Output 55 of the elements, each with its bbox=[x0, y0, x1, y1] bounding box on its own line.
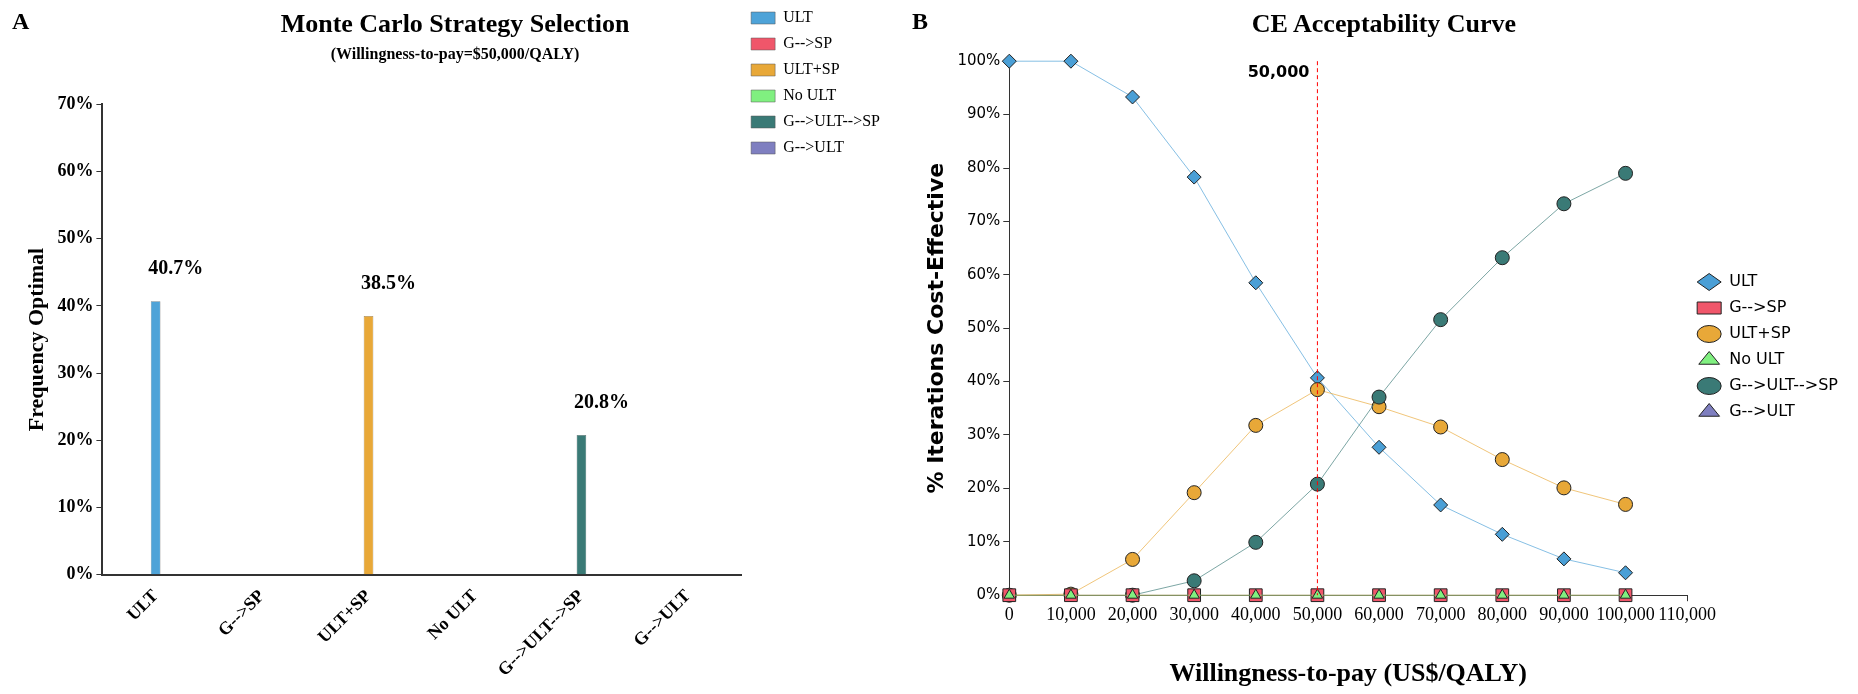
x-tick-label: 110,000 bbox=[1658, 603, 1717, 624]
y-tick-label: 50% bbox=[57, 227, 94, 248]
legend-label: ULT+SP bbox=[1729, 323, 1791, 343]
y-tick-label: 30% bbox=[57, 361, 94, 382]
y-tick-label: 30% bbox=[966, 424, 1001, 443]
x-tick-label: 60,000 bbox=[1354, 603, 1404, 624]
x-tick-label: 40,000 bbox=[1231, 603, 1281, 624]
y-axis-title: % Iterations Cost-Effective bbox=[922, 162, 948, 494]
y-tick-label: 40% bbox=[57, 294, 94, 315]
legend-label: ULT bbox=[1729, 271, 1758, 291]
y-tick-label: 20% bbox=[966, 478, 1001, 497]
text: A bbox=[12, 8, 30, 35]
chart-subtitle: (Willingness-to-pay=$50,000/QALY) bbox=[330, 44, 580, 63]
x-axis-title: Willingness-to-pay (US$/QALY) bbox=[1169, 658, 1528, 688]
legend-label: G-->SP bbox=[783, 34, 833, 52]
y-tick-label: 10% bbox=[57, 496, 94, 517]
text: B bbox=[912, 8, 929, 35]
data-label: 20.8% bbox=[573, 390, 629, 413]
y-tick-label: 60% bbox=[966, 264, 1001, 283]
legend-label: G-->ULT bbox=[783, 138, 845, 156]
x-tick-label: 80,000 bbox=[1477, 603, 1528, 624]
legend-label: G-->ULT-->SP bbox=[1729, 375, 1839, 395]
y-tick-label: 100% bbox=[957, 51, 1001, 70]
y-tick-label: 70% bbox=[57, 93, 94, 114]
legend-label: No ULT bbox=[783, 86, 837, 104]
x-tick-label: 100,000 bbox=[1596, 603, 1655, 624]
legend-label: ULT+SP bbox=[783, 60, 840, 78]
ref-line-label: 50,000 bbox=[1247, 62, 1310, 82]
data-label: 40.7% bbox=[148, 256, 204, 279]
legend-label: No ULT bbox=[1729, 349, 1785, 369]
y-axis-title: Frequency Optimal bbox=[22, 247, 48, 432]
x-tick-label: 30,000 bbox=[1169, 603, 1219, 624]
y-tick-label: 70% bbox=[966, 211, 1001, 230]
y-tick-label: 20% bbox=[57, 428, 94, 449]
x-tick-label: 10,000 bbox=[1046, 603, 1096, 624]
y-tick-label: 40% bbox=[966, 371, 1001, 390]
y-tick-label: 50% bbox=[966, 318, 1001, 337]
y-tick-label: 90% bbox=[966, 104, 1001, 123]
y-tick-label: 80% bbox=[966, 157, 1001, 176]
data-label: 38.5% bbox=[361, 271, 417, 294]
x-tick-label: 20,000 bbox=[1107, 603, 1158, 624]
y-tick-label: 10% bbox=[966, 531, 1001, 550]
chart-title: Monte Carlo Strategy Selection bbox=[280, 9, 630, 39]
x-tick-label: 70,000 bbox=[1415, 603, 1466, 624]
y-tick-label: 60% bbox=[57, 160, 94, 181]
x-tick-label: 50,000 bbox=[1292, 603, 1343, 624]
legend-label: G-->ULT-->SP bbox=[783, 112, 881, 130]
y-tick-label: 0% bbox=[66, 563, 94, 584]
y-tick-label: 0% bbox=[976, 585, 1001, 604]
x-tick-label: 0 bbox=[1004, 603, 1014, 624]
chart-title: CE Acceptability Curve bbox=[1251, 9, 1517, 39]
legend-label: ULT bbox=[783, 8, 813, 26]
legend-label: G-->ULT bbox=[1729, 401, 1795, 421]
x-tick-label: 90,000 bbox=[1539, 603, 1589, 624]
legend-label: G-->SP bbox=[1729, 297, 1787, 317]
